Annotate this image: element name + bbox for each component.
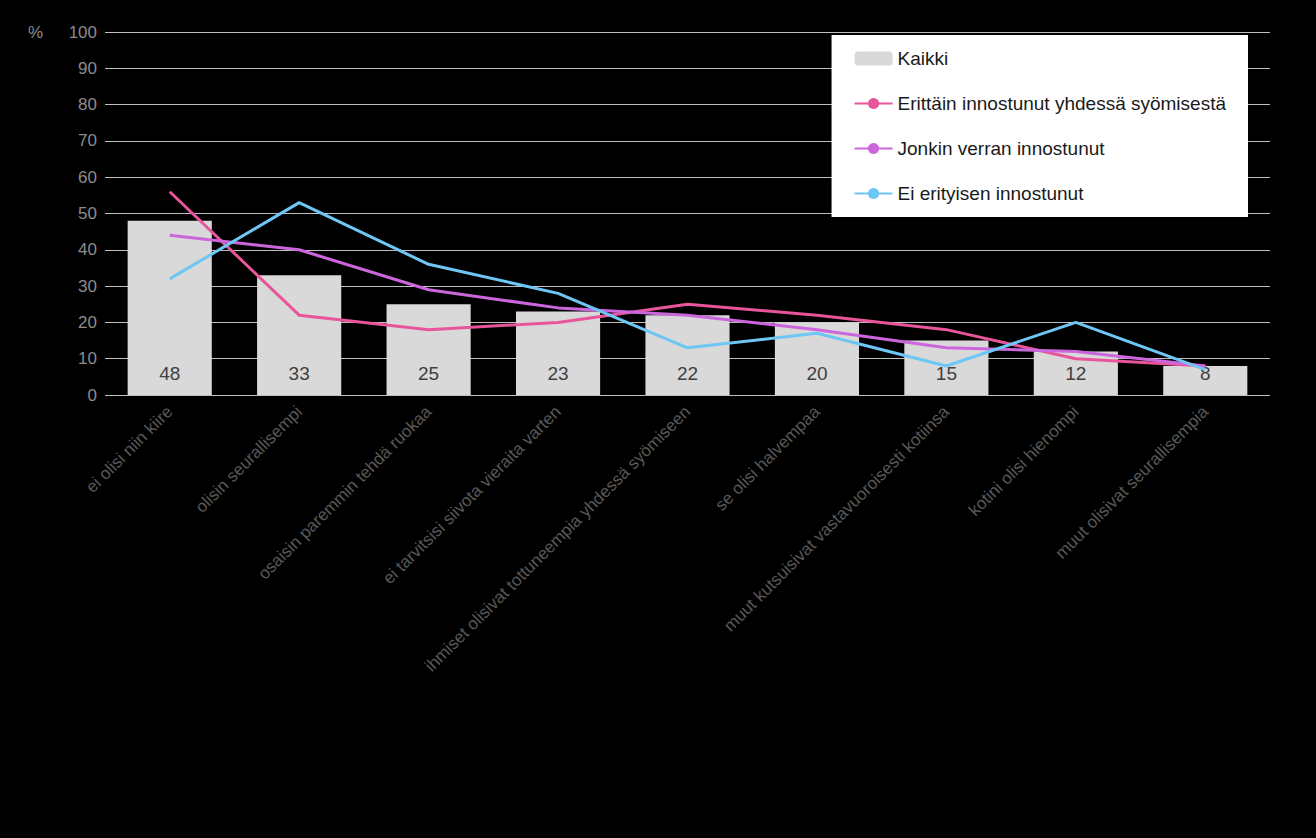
svg-text:olisin seurallisempi: olisin seurallisempi bbox=[192, 402, 306, 516]
svg-text:20: 20 bbox=[806, 363, 827, 384]
svg-text:10: 10 bbox=[78, 349, 97, 368]
svg-text:23: 23 bbox=[547, 363, 568, 384]
svg-text:muut kutsuisivat vastavuoroise: muut kutsuisivat vastavuoroisesti kotiin… bbox=[720, 402, 953, 635]
svg-text:Ei erityisen innostunut: Ei erityisen innostunut bbox=[898, 183, 1085, 204]
svg-text:20: 20 bbox=[78, 313, 97, 332]
svg-text:90: 90 bbox=[78, 59, 97, 78]
svg-text:muut olisivat seurallisempia: muut olisivat seurallisempia bbox=[1052, 402, 1213, 563]
svg-text:se olisi halvempaa: se olisi halvempaa bbox=[711, 402, 824, 515]
svg-text:100: 100 bbox=[69, 23, 97, 42]
svg-text:50: 50 bbox=[78, 204, 97, 223]
svg-text:33: 33 bbox=[289, 363, 310, 384]
svg-text:8: 8 bbox=[1200, 363, 1211, 384]
svg-text:Erittäin innostunut yhdessä sy: Erittäin innostunut yhdessä syömisestä bbox=[898, 93, 1227, 114]
svg-text:Kaikki: Kaikki bbox=[898, 48, 949, 69]
svg-text:0: 0 bbox=[88, 386, 97, 405]
svg-text:60: 60 bbox=[78, 168, 97, 187]
svg-text:ihmiset olisivat tottuneempia: ihmiset olisivat tottuneempia yhdessä sy… bbox=[421, 402, 694, 675]
svg-text:12: 12 bbox=[1065, 363, 1086, 384]
svg-text:70: 70 bbox=[78, 131, 97, 150]
svg-text:25: 25 bbox=[418, 363, 439, 384]
svg-text:ei olisi niin kiire: ei olisi niin kiire bbox=[82, 402, 176, 496]
svg-text:80: 80 bbox=[78, 95, 97, 114]
svg-text:30: 30 bbox=[78, 277, 97, 296]
svg-text:Jonkin verran innostunut: Jonkin verran innostunut bbox=[898, 138, 1106, 159]
svg-text:22: 22 bbox=[677, 363, 698, 384]
svg-text:40: 40 bbox=[78, 240, 97, 259]
svg-text:osaisin paremmin tehdä ruokaa: osaisin paremmin tehdä ruokaa bbox=[254, 402, 436, 584]
svg-text:48: 48 bbox=[159, 363, 180, 384]
svg-text:15: 15 bbox=[935, 363, 957, 384]
svg-text:ei tarvitsisi siivota vieraita: ei tarvitsisi siivota vieraita varten bbox=[379, 402, 565, 588]
svg-text:kotini olisi hienompi: kotini olisi hienompi bbox=[965, 402, 1083, 520]
svg-text:%: % bbox=[28, 23, 43, 42]
